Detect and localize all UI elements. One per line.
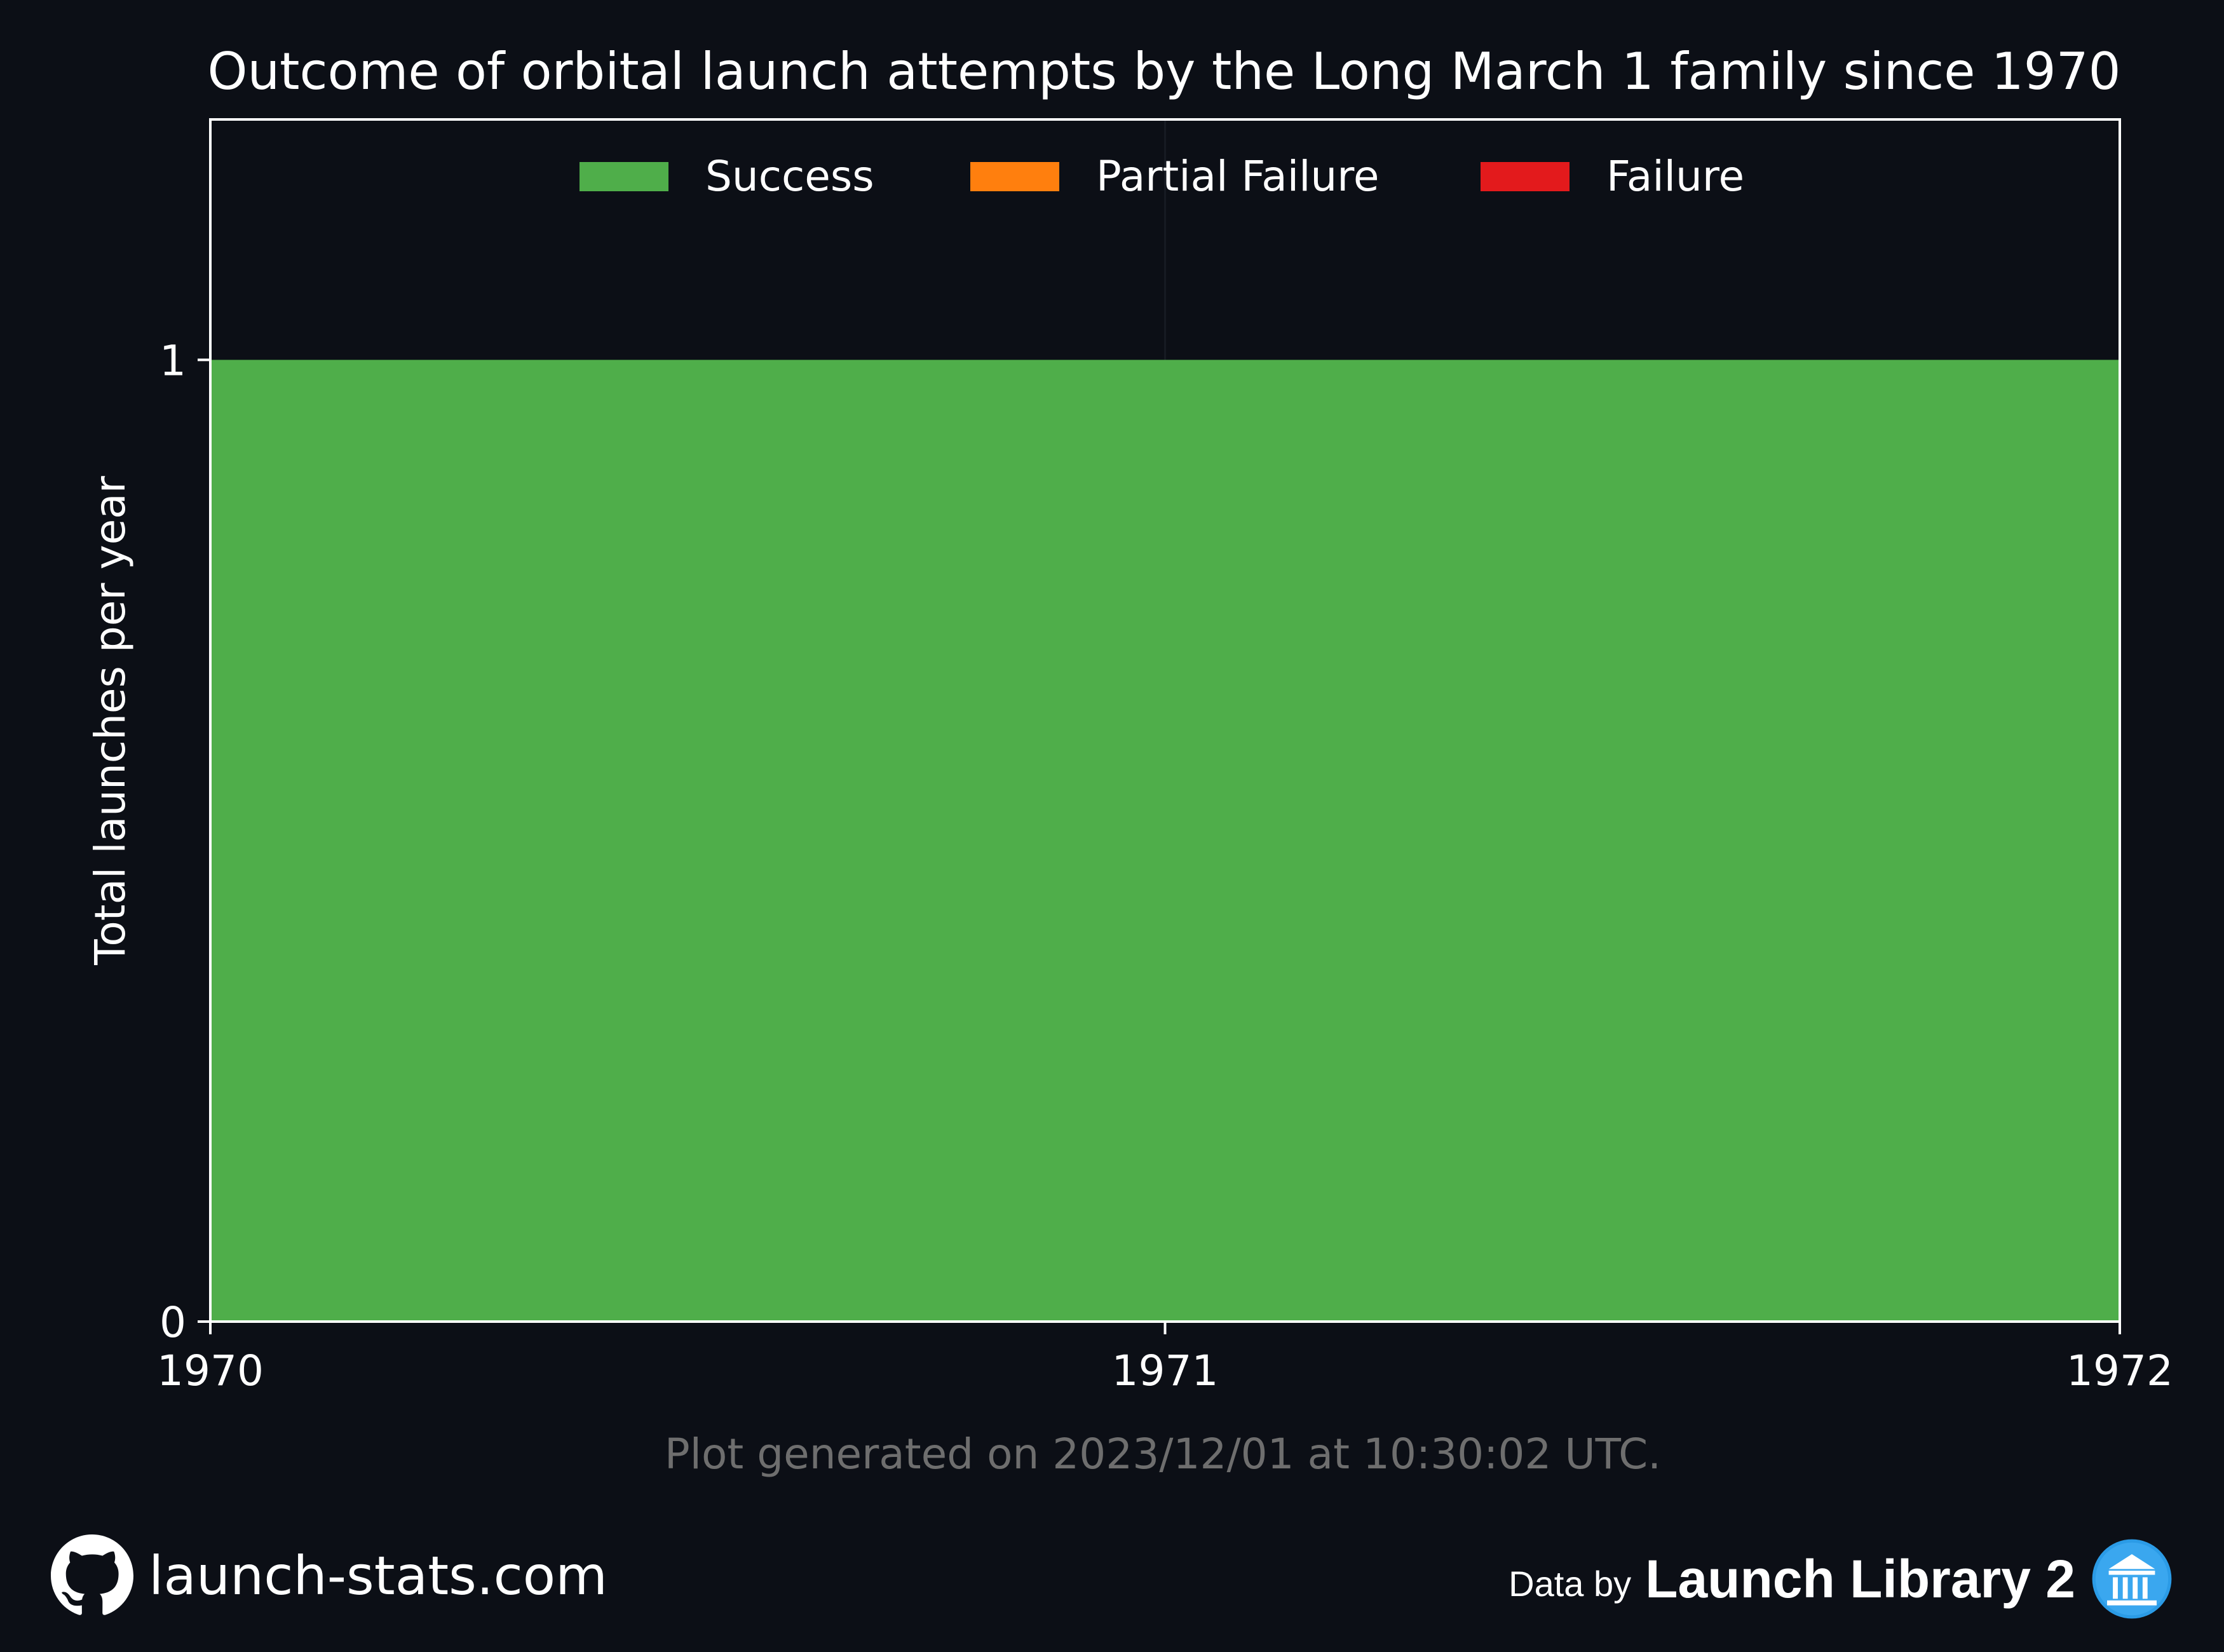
- chart-title: Outcome of orbital launch attempts by th…: [207, 42, 2120, 101]
- generated-timestamp: Plot generated on 2023/12/01 at 10:30:02…: [664, 1430, 1662, 1479]
- github-icon: [51, 1534, 133, 1615]
- source-name: Launch Library 2: [1645, 1548, 2075, 1609]
- plot-area: 1970 1971 1972 0 1: [157, 118, 2173, 1395]
- y-tick-label: 1: [159, 336, 186, 385]
- x-tick-label: 1972: [2066, 1346, 2173, 1395]
- area-success: [210, 360, 2120, 1322]
- data-by-label: Data by: [1509, 1563, 1632, 1604]
- x-tick-label: 1971: [1112, 1346, 1219, 1395]
- site-label: launch-stats.com: [149, 1545, 607, 1607]
- legend-swatch: [580, 162, 668, 191]
- y-tick-label: 0: [159, 1298, 186, 1347]
- y-axis-label: Total launches per year: [86, 475, 135, 965]
- legend-label: Success: [705, 152, 874, 201]
- legend: Success Partial Failure Failure: [580, 152, 1744, 201]
- legend-swatch: [970, 162, 1059, 191]
- legend-label: Partial Failure: [1096, 152, 1380, 201]
- launch-library-icon: [2092, 1539, 2172, 1619]
- legend-label: Failure: [1606, 152, 1744, 201]
- x-tick-label: 1970: [157, 1346, 264, 1395]
- footer-site: launch-stats.com: [51, 1534, 607, 1617]
- footer-source: Data by Launch Library 2: [1509, 1534, 2173, 1623]
- legend-swatch: [1481, 162, 1570, 191]
